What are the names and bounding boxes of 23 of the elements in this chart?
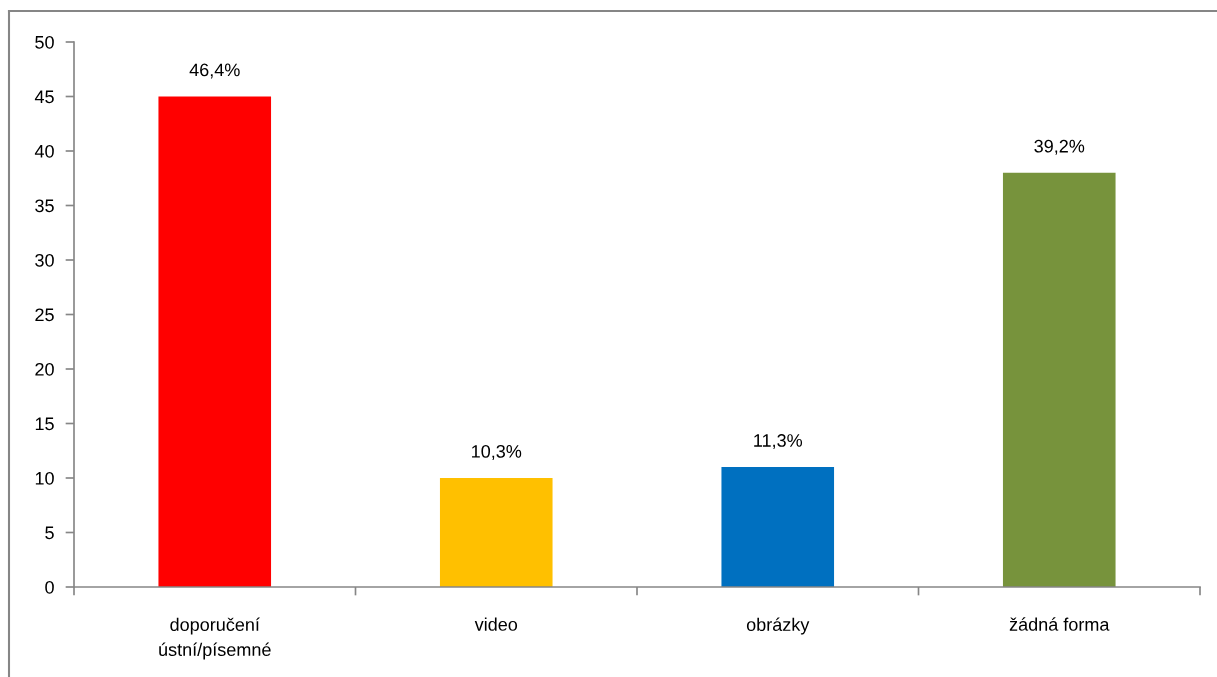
annotation: 11,3% bbox=[754, 434, 803, 449]
y-tick-label: 30 bbox=[35, 253, 54, 267]
y-tick-label: 45 bbox=[34, 90, 54, 104]
y-tick-label: 5 bbox=[45, 526, 54, 540]
y-tick-label: 40 bbox=[34, 144, 54, 158]
annotation: 46,4% bbox=[189, 63, 240, 79]
bar bbox=[158, 96, 272, 587]
x-tick-label: žádná forma bbox=[1009, 617, 1110, 631]
y-tick-label: 15 bbox=[35, 417, 54, 431]
y-tick-label: 50 bbox=[35, 35, 54, 49]
y-tick-label: 10 bbox=[35, 471, 54, 485]
bar bbox=[1002, 172, 1116, 587]
x-tick-label: video bbox=[474, 617, 518, 631]
x-tick-label: obrázky bbox=[746, 617, 810, 635]
bar bbox=[721, 467, 835, 587]
y-tick-label: 20 bbox=[35, 362, 54, 376]
annotation: 10,3% bbox=[472, 444, 522, 460]
bar bbox=[439, 478, 553, 587]
y-tick-label: 25 bbox=[35, 308, 54, 322]
x-tick-label: doporučení ústní/písemné bbox=[159, 617, 271, 660]
annotation: 39,2% bbox=[1034, 139, 1085, 155]
y-tick-label: 35 bbox=[35, 199, 54, 213]
y-tick-label: 0 bbox=[45, 580, 54, 594]
